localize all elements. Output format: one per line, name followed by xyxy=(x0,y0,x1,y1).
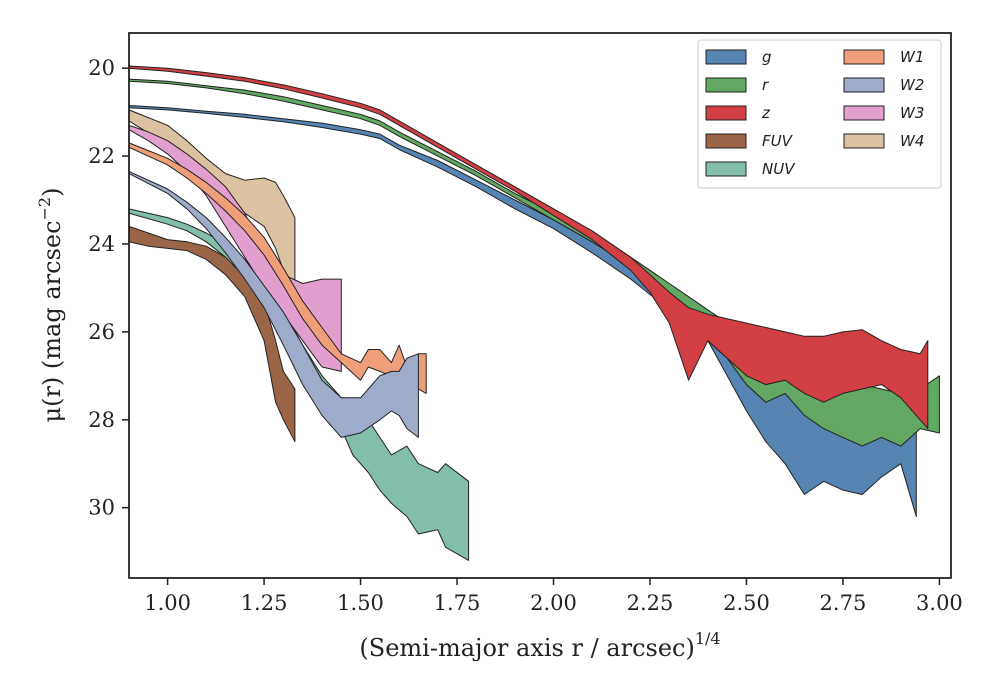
y-tick-label: 30 xyxy=(88,496,115,520)
legend-item-g: g xyxy=(705,48,772,66)
band-W1 xyxy=(129,142,427,394)
legend-item-W1: W1 xyxy=(843,48,924,66)
legend: grz FUV NUV W1 W2 W3 W4 xyxy=(697,39,942,189)
legend-item-z: z xyxy=(705,104,771,122)
legend-label: z xyxy=(761,104,771,122)
x-tick-label: 1.50 xyxy=(337,591,384,615)
y-tick-label: 28 xyxy=(88,408,115,432)
y-tick-label: 20 xyxy=(88,56,115,80)
legend-item-W3: W3 xyxy=(843,104,924,122)
y-tick-label: 24 xyxy=(88,232,115,256)
legend-item-W2: W2 xyxy=(843,76,924,94)
legend-swatch xyxy=(705,77,747,93)
x-tick-label: 2.75 xyxy=(820,591,867,615)
legend-box xyxy=(697,39,942,189)
legend-swatch xyxy=(843,105,885,121)
legend-label: W4 xyxy=(900,132,924,150)
x-tick-label: 1.75 xyxy=(434,591,481,615)
legend-swatch xyxy=(843,77,885,93)
legend-label: W3 xyxy=(900,104,924,122)
legend-swatch xyxy=(705,161,747,177)
y-tick-label: 26 xyxy=(88,320,115,344)
x-tick-label: 1.00 xyxy=(144,591,191,615)
legend-swatch xyxy=(705,49,747,65)
legend-swatch xyxy=(705,105,747,121)
band-g xyxy=(129,105,917,517)
plot-frame xyxy=(128,32,952,579)
legend-label: W2 xyxy=(900,76,924,94)
series-bands xyxy=(129,65,940,561)
legend-item-NUV: NUV xyxy=(705,160,796,178)
x-tick-label: 1.25 xyxy=(241,591,288,615)
legend-swatch xyxy=(843,133,885,149)
legend-label: r xyxy=(762,76,769,94)
x-axis-ticks: 1.00 1.25 1.50 1.75 2.00 2.25 2.50 2.75 3.00 xyxy=(144,578,963,615)
legend-label: W1 xyxy=(900,48,924,66)
x-tick-label: 3.00 xyxy=(916,591,963,615)
x-axis-title: (Semi-major axis r / arcsec)1/4 xyxy=(359,629,720,662)
legend-item-r: r xyxy=(705,76,769,94)
legend-label: FUV xyxy=(762,132,794,150)
legend-swatch xyxy=(843,49,885,65)
band-FUV xyxy=(129,225,296,443)
band-z xyxy=(129,65,929,430)
legend-label: g xyxy=(762,48,772,66)
band-W2 xyxy=(129,170,419,438)
x-tick-label: 2.25 xyxy=(627,591,674,615)
x-tick-label: 2.00 xyxy=(530,591,577,615)
legend-item-W4: W4 xyxy=(843,132,924,150)
y-tick-label: 22 xyxy=(88,144,115,168)
x-tick-label: 2.50 xyxy=(723,591,770,615)
legend-item-FUV: FUV xyxy=(705,132,794,150)
y-axis-ticks: 20 22 24 26 28 30 xyxy=(88,56,129,520)
legend-label: NUV xyxy=(762,160,796,178)
y-axis-title: μ(r) (mag arcsec−2) xyxy=(35,188,66,423)
legend-swatch xyxy=(705,133,747,149)
